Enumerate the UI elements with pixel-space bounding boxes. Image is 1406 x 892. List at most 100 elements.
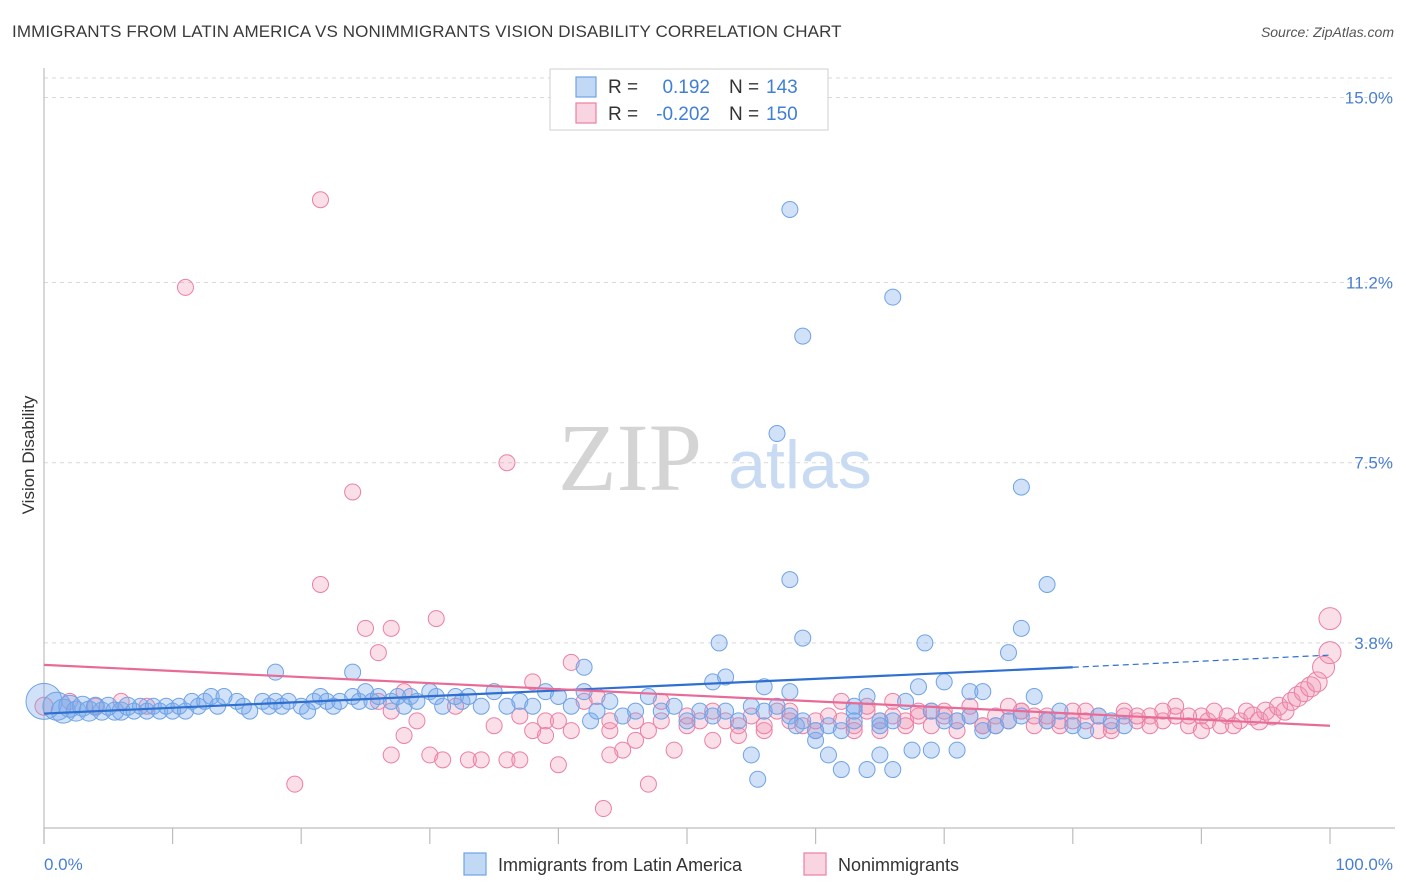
latin-america-point bbox=[961, 683, 979, 701]
legend-r-value-1: 0.192 bbox=[662, 77, 710, 98]
latin-america-point bbox=[1012, 478, 1030, 496]
nonimmigrant-point bbox=[176, 278, 194, 296]
latin-america-point bbox=[498, 697, 516, 715]
nonimmigrant-point bbox=[897, 712, 915, 730]
latin-america-point bbox=[1051, 702, 1069, 720]
latin-america-point bbox=[807, 722, 825, 740]
nonimmigrant-point bbox=[871, 722, 889, 740]
legend-r-label-1: R = bbox=[608, 77, 638, 98]
latin-america-point bbox=[717, 702, 735, 720]
latin-america-point bbox=[1064, 717, 1082, 735]
latin-america-point bbox=[1038, 575, 1056, 593]
latin-america-point bbox=[1000, 712, 1017, 730]
latin-america-point bbox=[1012, 619, 1030, 637]
nonimmigrant-point bbox=[562, 722, 580, 740]
y-axis-title: Vision Disability bbox=[19, 395, 38, 514]
nonimmigrant-point bbox=[717, 712, 735, 730]
nonimmigrant-point bbox=[987, 707, 1005, 725]
nonimmigrant-point bbox=[537, 726, 555, 744]
nonimmigrant-point bbox=[665, 741, 683, 759]
nonimmigrant-point bbox=[1205, 702, 1223, 720]
nonimmigrant-point bbox=[138, 697, 156, 715]
latin-america-point bbox=[781, 707, 799, 725]
nonimmigrant-point bbox=[1192, 722, 1210, 740]
nonimmigrant-point bbox=[524, 722, 542, 740]
nonimmigrant-point bbox=[678, 707, 696, 725]
nonimmigrant-point bbox=[421, 746, 439, 764]
nonimmigrant-point bbox=[408, 712, 426, 730]
latin-america-point bbox=[627, 702, 645, 720]
latin-america-point bbox=[903, 741, 921, 759]
x-tick-label: 0.0% bbox=[44, 855, 83, 874]
latin-america-point bbox=[524, 697, 542, 715]
latin-america-point bbox=[344, 663, 362, 681]
latin-america-point bbox=[755, 702, 773, 720]
nonimmigrant-point bbox=[1154, 702, 1172, 720]
latin-america-point bbox=[781, 200, 799, 218]
nonimmigrant-point bbox=[1025, 717, 1043, 735]
nonimmigrant-point bbox=[1167, 707, 1185, 725]
latin-america-point bbox=[858, 761, 876, 779]
nonimmigrant-point bbox=[1180, 717, 1198, 735]
latin-america-point bbox=[691, 702, 709, 720]
nonimmigrant-point bbox=[755, 722, 773, 740]
nonimmigrant-point bbox=[34, 696, 54, 716]
nonimmigrant-point bbox=[819, 707, 837, 725]
nonimmigrant-point bbox=[1077, 712, 1095, 730]
bottom-legend-label-blue: Immigrants from Latin America bbox=[498, 855, 743, 875]
latin-america-point bbox=[729, 712, 747, 730]
nonimmigrant-point bbox=[311, 575, 329, 593]
latin-america-point bbox=[787, 717, 805, 735]
legend-n-label-1: N = bbox=[729, 77, 759, 98]
latin-america-point bbox=[871, 712, 889, 730]
nonimmigrant-point bbox=[1275, 701, 1295, 721]
latin-america-point bbox=[434, 697, 452, 715]
latin-america-point bbox=[794, 327, 812, 345]
nonimmigrant-point bbox=[369, 644, 387, 662]
watermark-atlas: atlas bbox=[728, 427, 872, 503]
nonimmigrant-point bbox=[704, 702, 722, 720]
nonimmigrant-point bbox=[639, 722, 657, 740]
top-legend: R = 0.192 N = 143 R = -0.202 N = 150 bbox=[549, 68, 829, 131]
latin-america-point bbox=[299, 702, 317, 720]
nonimmigrant-point bbox=[781, 702, 799, 720]
latin-america-point bbox=[1025, 688, 1043, 706]
nonimmigrant-point bbox=[909, 707, 927, 725]
latin-america-point bbox=[704, 707, 722, 725]
nonimmigrant-point bbox=[472, 751, 490, 769]
nonimmigrant-point bbox=[1269, 696, 1289, 716]
nonimmigrant-point bbox=[974, 717, 992, 735]
latin-america-point bbox=[987, 717, 1005, 735]
latin-america-point bbox=[871, 746, 889, 764]
latin-america-point bbox=[202, 688, 220, 706]
chart-title: IMMIGRANTS FROM LATIN AMERICA VS NONIMMI… bbox=[12, 22, 842, 41]
nonimmigrant-point bbox=[1306, 671, 1328, 693]
nonimmigrant-point bbox=[742, 707, 760, 725]
nonimmigrant-point bbox=[601, 712, 619, 730]
nonimmigrant-point bbox=[1256, 701, 1276, 721]
nonimmigrant-point bbox=[549, 756, 567, 774]
latin-america-point bbox=[961, 707, 979, 725]
latin-america-point bbox=[832, 761, 850, 779]
legend-swatch-pink bbox=[575, 102, 597, 124]
legend-r-label-2: R = bbox=[608, 104, 638, 125]
latin-america-point bbox=[922, 741, 940, 759]
nonimmigrant-point bbox=[858, 697, 876, 715]
latin-america-point bbox=[832, 722, 850, 740]
latin-america-point bbox=[755, 678, 773, 696]
nonimmigrant-point bbox=[807, 712, 825, 730]
latin-america-point bbox=[459, 688, 477, 706]
latin-america-point bbox=[678, 712, 696, 730]
nonimmigrant-point bbox=[427, 610, 445, 628]
nonimmigrant-point bbox=[395, 726, 413, 744]
latin-america-point bbox=[819, 717, 837, 735]
latin-america-point bbox=[884, 712, 902, 730]
x-tick-label: 100.0% bbox=[1335, 855, 1393, 874]
nonimmigrant-point bbox=[1090, 722, 1108, 740]
x-tick-labels: 0.0% 100.0% bbox=[44, 855, 1393, 874]
bottom-legend-label-pink: Nonimmigrants bbox=[838, 855, 959, 875]
latin-america-point bbox=[794, 629, 812, 647]
nonimmigrant-point bbox=[601, 722, 619, 740]
latin-america-point bbox=[588, 702, 606, 720]
nonimmigrant-point bbox=[382, 702, 400, 720]
